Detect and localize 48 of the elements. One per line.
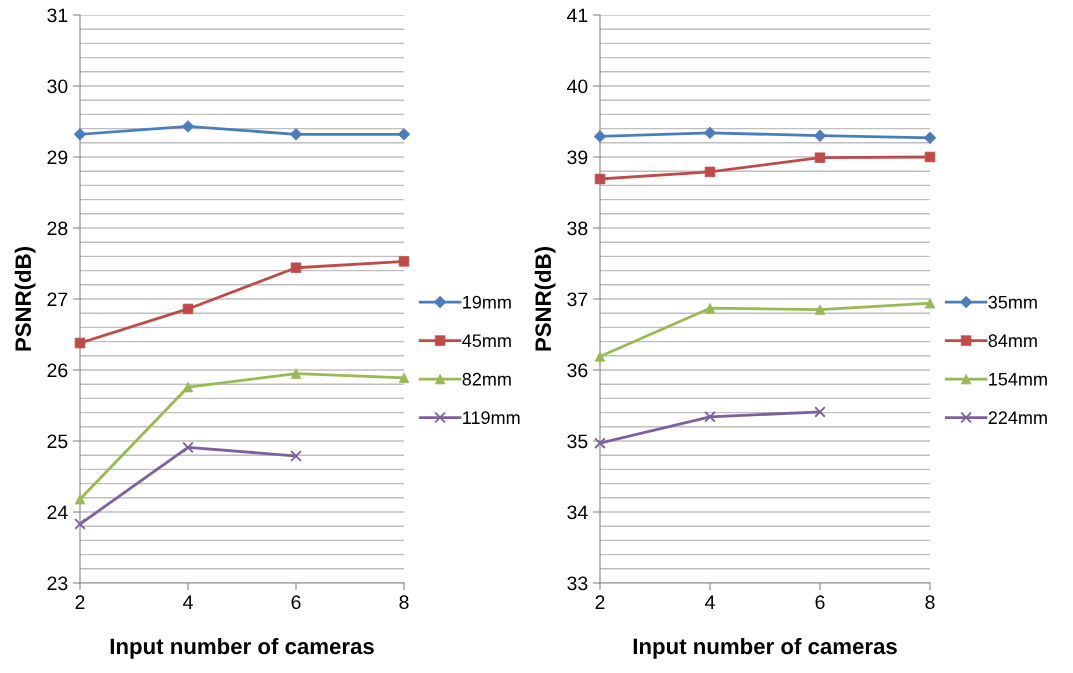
y-tick-label: 28 bbox=[47, 221, 68, 236]
point bbox=[290, 262, 302, 273]
point bbox=[704, 411, 716, 423]
legend-label: 84mm bbox=[988, 334, 1037, 348]
y-tick-label: 41 bbox=[567, 8, 588, 23]
x-tick-label: 8 bbox=[399, 595, 409, 610]
x-tick-label: 6 bbox=[291, 595, 301, 610]
y-tick-label: 29 bbox=[47, 150, 68, 165]
y-tick-label: 36 bbox=[567, 363, 588, 378]
y-tick-label: 24 bbox=[47, 505, 68, 520]
y-tick-label: 35 bbox=[567, 434, 588, 449]
y-tick-label: 33 bbox=[567, 576, 588, 591]
legend-label: 35mm bbox=[988, 295, 1037, 309]
legend-label: 154mm bbox=[989, 372, 1047, 386]
x-tick-label: 4 bbox=[705, 595, 715, 609]
point bbox=[74, 337, 86, 349]
x-tick-label: 2 bbox=[75, 595, 85, 609]
point bbox=[594, 437, 606, 449]
x-tick-label: 2 bbox=[595, 595, 605, 609]
point bbox=[814, 406, 826, 418]
point bbox=[814, 152, 826, 163]
x-axis-title: Input number of cameras bbox=[110, 637, 374, 659]
y-axis-title: PSNR(dB) bbox=[534, 247, 556, 351]
point bbox=[74, 518, 86, 530]
legend-label: 82mm bbox=[462, 372, 511, 386]
x-axis-title: Input number of cameras bbox=[633, 637, 897, 659]
y-tick-label: 40 bbox=[567, 79, 588, 94]
y-tick-label: 23 bbox=[47, 576, 68, 591]
y-tick-label: 25 bbox=[47, 434, 68, 449]
x-tick-label: 4 bbox=[183, 595, 193, 609]
x-tick-label: 6 bbox=[815, 595, 825, 610]
y-tick-label: 26 bbox=[47, 363, 68, 378]
y-tick-label: 34 bbox=[567, 505, 588, 520]
y-tick-label: 27 bbox=[47, 292, 68, 307]
point bbox=[182, 441, 194, 454]
point bbox=[704, 166, 716, 178]
y-axis-title: PSNR(dB) bbox=[14, 247, 36, 351]
point bbox=[290, 450, 302, 462]
y-tick-label: 38 bbox=[567, 221, 588, 236]
legend-label: 19mm bbox=[463, 295, 511, 309]
legend-label: 224mm bbox=[988, 411, 1047, 424]
legend-label: 45mm bbox=[462, 334, 511, 348]
y-tick-label: 30 bbox=[47, 79, 68, 94]
y-tick-label: 31 bbox=[47, 8, 68, 23]
y-tick-label: 37 bbox=[567, 292, 588, 307]
y-tick-label: 39 bbox=[567, 150, 588, 165]
legend-label: 119mm bbox=[463, 411, 520, 425]
x-tick-label: 8 bbox=[925, 595, 935, 610]
